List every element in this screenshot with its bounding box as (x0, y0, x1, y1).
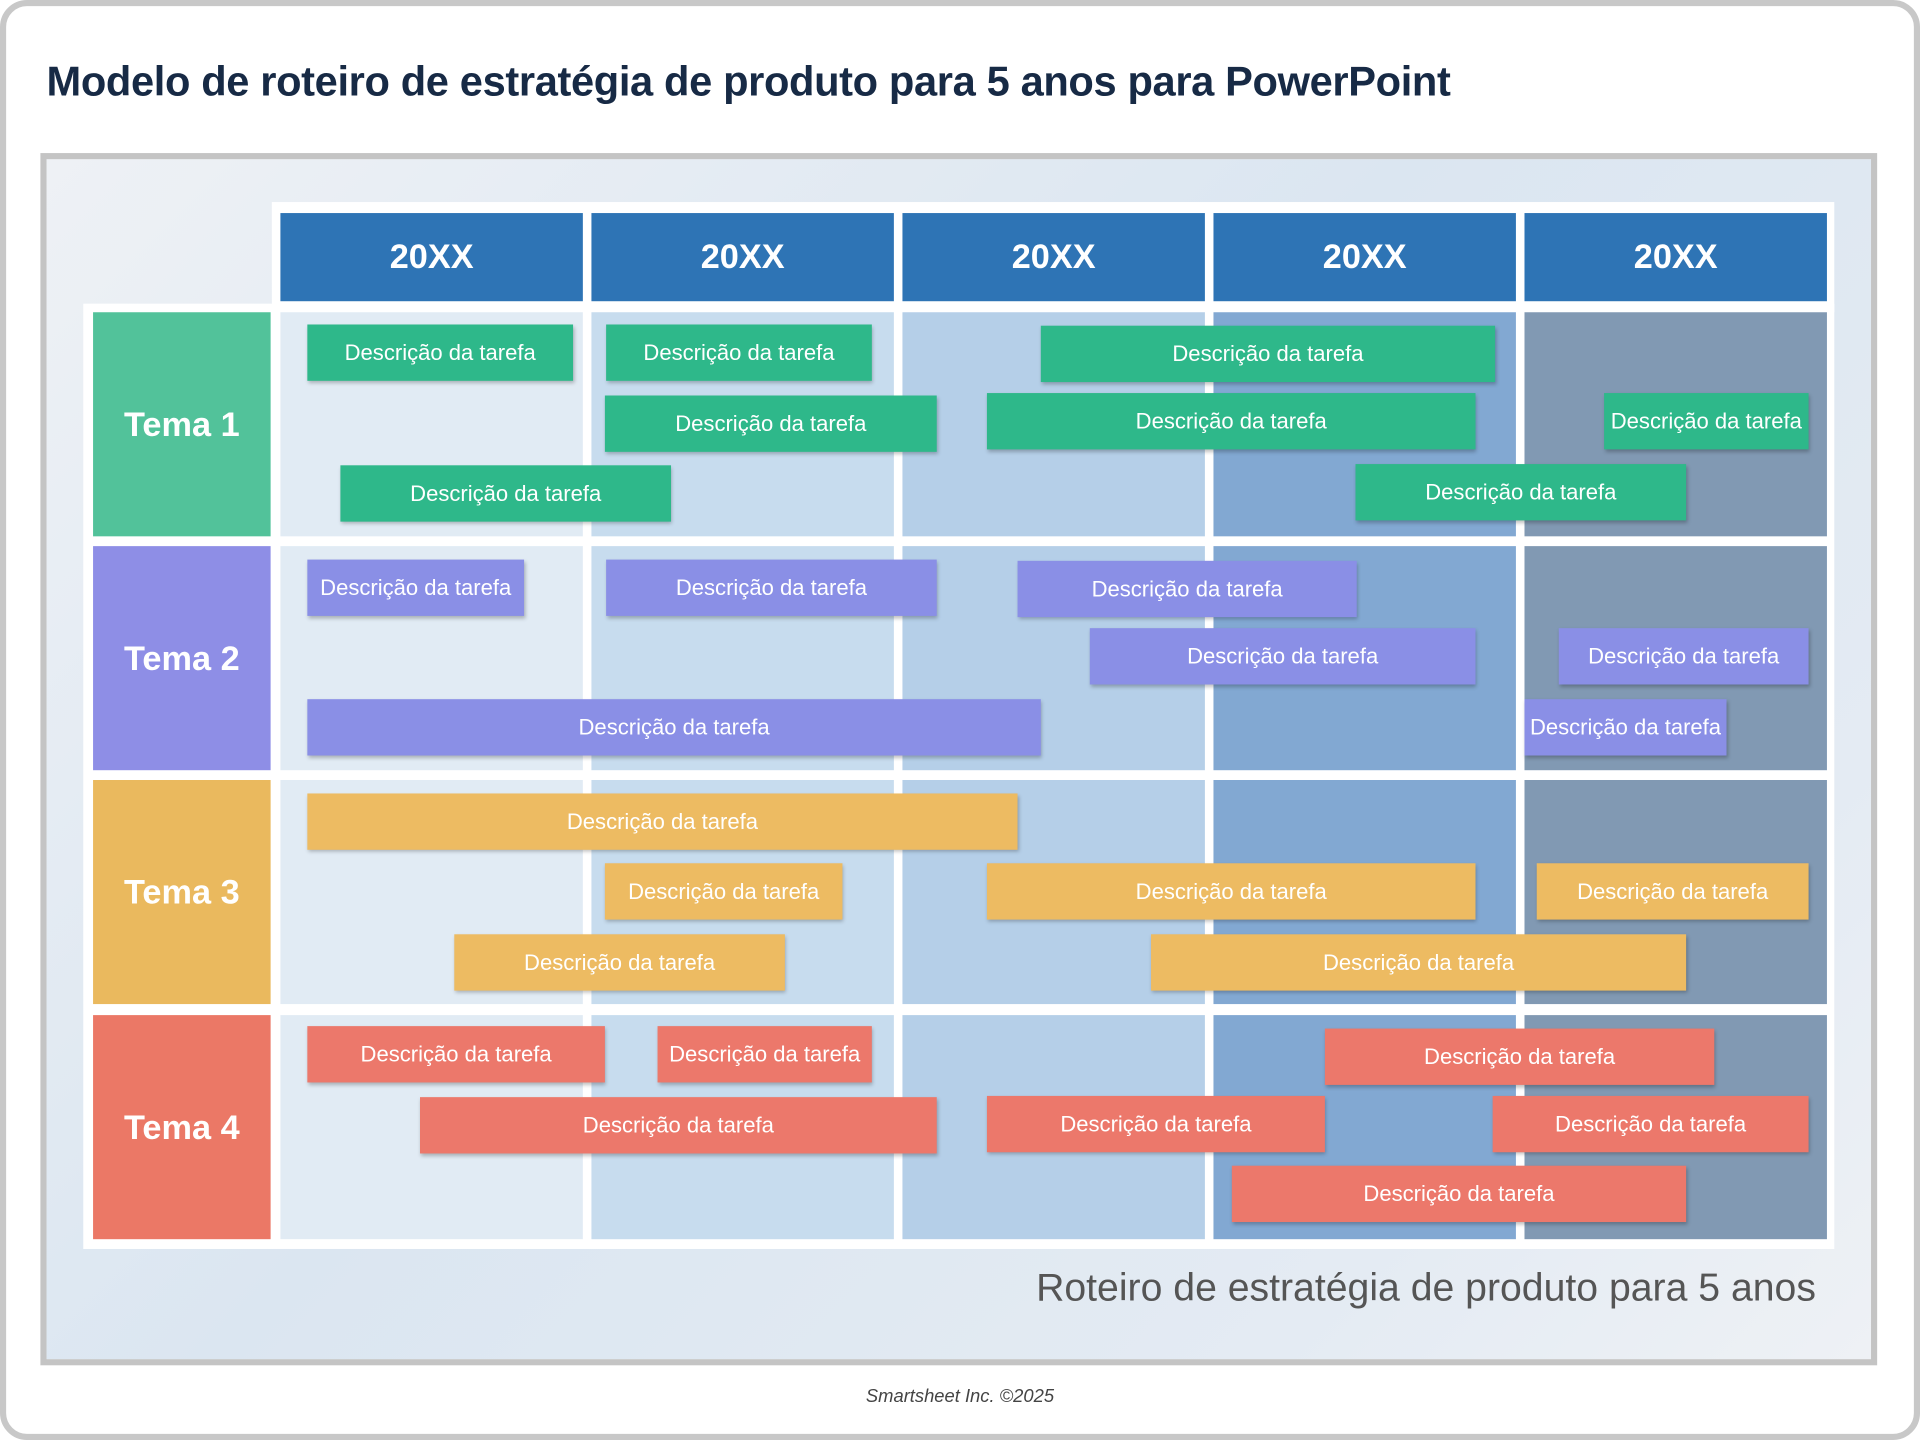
task-bar[interactable]: Descrição da tarefa (1604, 393, 1809, 450)
task-bar[interactable]: Descrição da tarefa (657, 1026, 872, 1083)
task-bar[interactable]: Descrição da tarefa (1040, 325, 1496, 383)
task-bar[interactable]: Descrição da tarefa (307, 559, 525, 616)
footer-copyright: Smartsheet Inc. ©2025 (865, 1386, 1055, 1407)
task-bar[interactable]: Descrição da tarefa (1151, 934, 1687, 991)
theme-label: Tema 2 (93, 546, 271, 771)
year-header: 20XX (280, 213, 583, 302)
year-header: 20XX (591, 213, 894, 302)
year-header: 20XX (902, 213, 1205, 302)
task-bar[interactable]: Descrição da tarefa (986, 863, 1476, 920)
task-bar[interactable]: Descrição da tarefa (307, 793, 1018, 850)
task-bar[interactable]: Descrição da tarefa (1492, 1095, 1809, 1153)
task-bar[interactable]: Descrição da tarefa (604, 863, 843, 920)
task-bar[interactable]: Descrição da tarefa (604, 395, 937, 452)
task-bar[interactable]: Descrição da tarefa (1536, 863, 1809, 920)
slide-subtitle: Roteiro de estratégia de produto para 5 … (1036, 1264, 1816, 1309)
task-bar[interactable]: Descrição da tarefa (420, 1097, 937, 1154)
task-bar[interactable]: Descrição da tarefa (1324, 1028, 1715, 1085)
task-bar[interactable]: Descrição da tarefa (454, 934, 785, 991)
task-bar[interactable]: Descrição da tarefa (307, 1026, 605, 1083)
task-bar[interactable]: Descrição da tarefa (1231, 1165, 1687, 1223)
task-bar[interactable]: Descrição da tarefa (307, 324, 574, 381)
task-bar[interactable]: Descrição da tarefa (986, 393, 1476, 450)
theme-label: Tema 1 (93, 312, 271, 537)
task-bar[interactable]: Descrição da tarefa (307, 699, 1041, 756)
task-bar[interactable]: Descrição da tarefa (606, 559, 937, 616)
page-title: Modelo de roteiro de estratégia de produ… (46, 58, 1451, 106)
task-bar[interactable]: Descrição da tarefa (1355, 464, 1687, 521)
task-bar[interactable]: Descrição da tarefa (1017, 560, 1357, 618)
task-bar[interactable]: Descrição da tarefa (1558, 628, 1809, 685)
task-bar[interactable]: Descrição da tarefa (606, 324, 872, 381)
task-bar[interactable]: Descrição da tarefa (1089, 628, 1476, 685)
year-header: 20XX (1524, 213, 1827, 302)
task-bar[interactable]: Descrição da tarefa (1524, 699, 1727, 756)
theme-label: Tema 3 (93, 780, 271, 1005)
task-bar[interactable]: Descrição da tarefa (986, 1095, 1325, 1153)
year-header: 20XX (1213, 213, 1516, 302)
task-bar[interactable]: Descrição da tarefa (340, 465, 672, 522)
theme-label: Tema 4 (93, 1015, 271, 1240)
